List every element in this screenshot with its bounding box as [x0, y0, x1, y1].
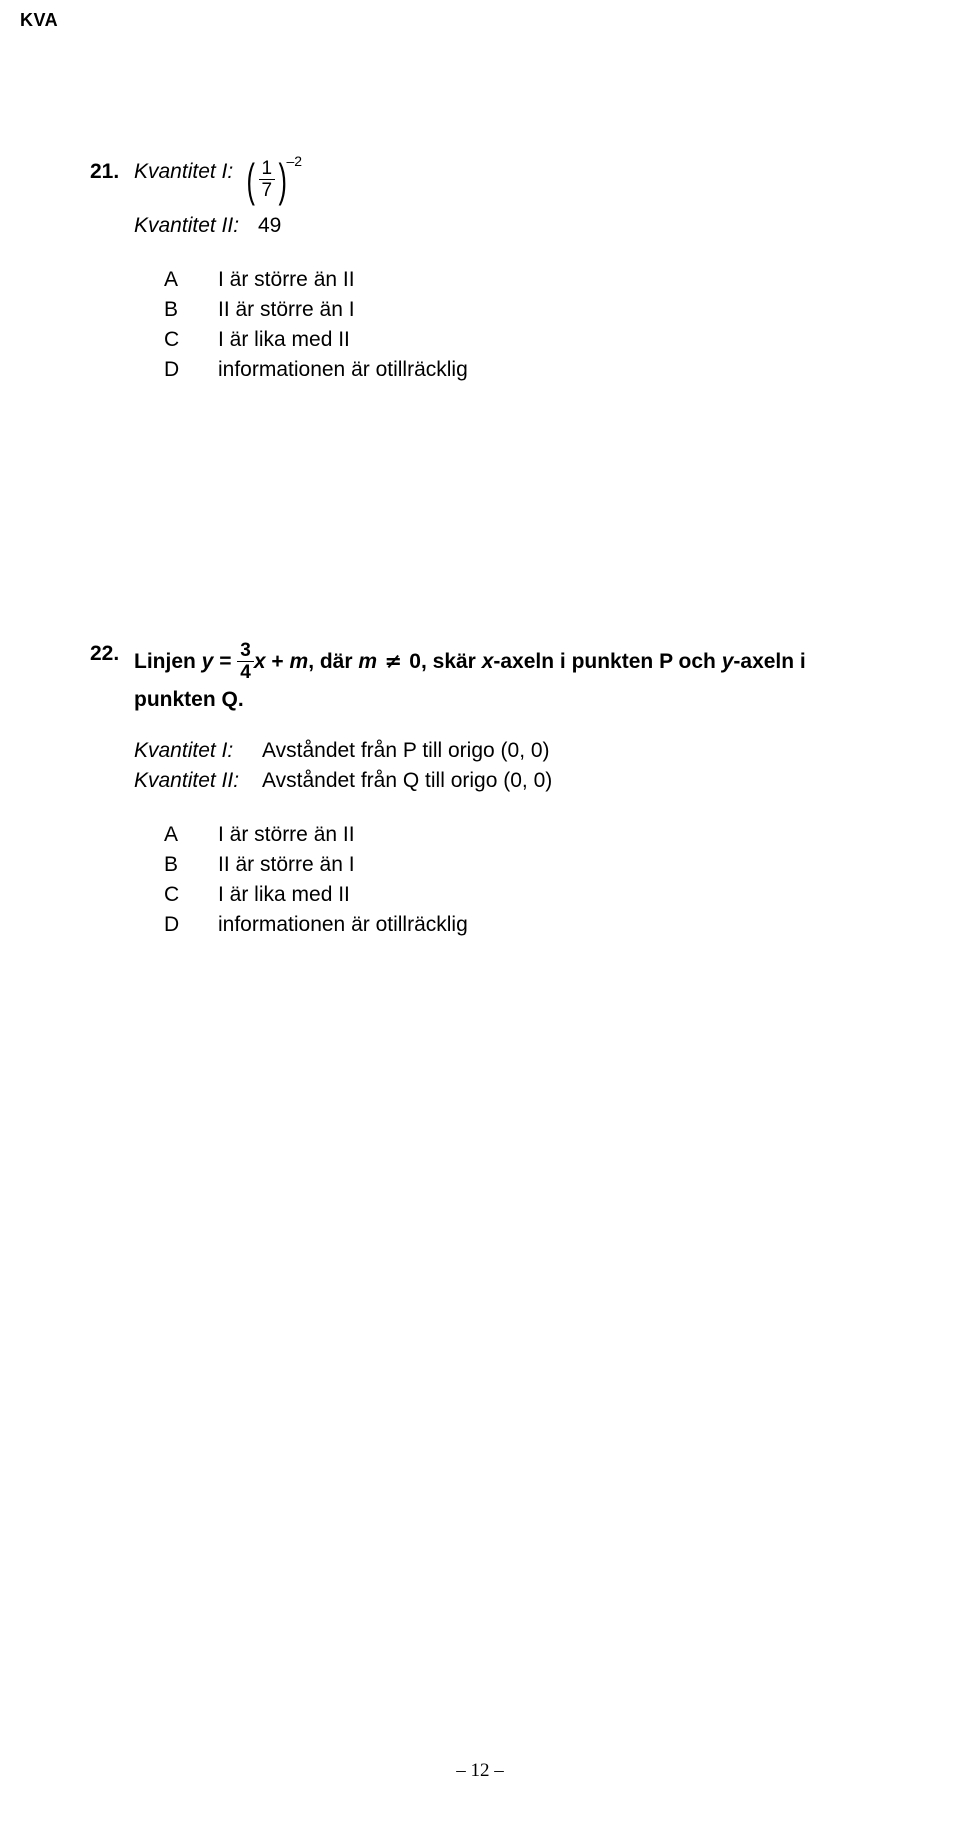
q22-kv2-text: Avståndet från Q till origo (0, 0) [262, 769, 552, 793]
q21-exponent: –2 [286, 153, 302, 169]
stem-neq: ≠ [377, 649, 409, 673]
q22-fraction: 34 [237, 641, 254, 682]
page-number: – 12 – [0, 1760, 960, 1782]
question-22: 22. Linjen y = 34x + m, där m ≠ 0, skär … [90, 642, 870, 937]
q22-kv1-label: Kvantitet I: [134, 739, 262, 763]
stem-var-m2: m [358, 650, 377, 673]
question-21: 21. Kvantitet I: ( 1 7 ) –2 Kvantitet II… [90, 160, 870, 382]
q21-frac-den: 7 [259, 180, 276, 200]
stem-text: , där [308, 650, 358, 673]
option-text: I är större än II [218, 268, 355, 292]
q22-option-c: C I är lika med II [164, 883, 870, 907]
q22-option-b: B II är större än I [164, 853, 870, 877]
stem-line2: punkten Q. [134, 688, 244, 711]
q21-kv1-value: ( 1 7 ) –2 [243, 160, 306, 202]
stem-eq: = [213, 650, 237, 673]
q21-number: 21. [90, 160, 134, 184]
q21-kv2-label: Kvantitet II: [134, 214, 239, 237]
q21-option-a: A I är större än II [164, 268, 870, 292]
option-letter: B [164, 853, 218, 877]
option-letter: A [164, 268, 218, 292]
q22-option-d: D informationen är otillräcklig [164, 913, 870, 937]
stem-text: Linjen [134, 650, 202, 673]
q22-frac-den: 4 [237, 662, 254, 682]
stem-text: -axeln i punkten P och [493, 650, 721, 673]
q21-paren-expression: ( 1 7 ) –2 [243, 160, 306, 201]
stem-var-x: x [254, 650, 266, 673]
option-letter: C [164, 328, 218, 352]
option-letter: A [164, 823, 218, 847]
q22-kvantiteter: Kvantitet I: Avståndet från P till origo… [134, 739, 870, 793]
stem-plus: + [266, 650, 290, 673]
q21-option-c: C I är lika med II [164, 328, 870, 352]
stem-var-m: m [290, 650, 309, 673]
q21-frac-num: 1 [259, 159, 276, 180]
stem-text: , skär [421, 650, 482, 673]
option-letter: D [164, 913, 218, 937]
q22-stem: Linjen y = 34x + m, där m ≠ 0, skär x-ax… [134, 642, 806, 717]
q21-fraction: 1 7 [259, 159, 276, 200]
q22-option-a: A I är större än II [164, 823, 870, 847]
stem-xaxis: x [482, 650, 494, 673]
stem-yaxis: y [722, 650, 734, 673]
q21-option-d: D informationen är otillräcklig [164, 358, 870, 382]
option-letter: D [164, 358, 218, 382]
option-text: I är lika med II [218, 883, 350, 907]
stem-text: -axeln i [733, 650, 805, 673]
option-text: informationen är otillräcklig [218, 913, 468, 937]
option-text: I är större än II [218, 823, 355, 847]
stem-zero: 0 [409, 650, 421, 673]
page-content: 21. Kvantitet I: ( 1 7 ) –2 Kvantitet II… [90, 160, 870, 1197]
option-text: I är lika med II [218, 328, 350, 352]
section-header: KVA [20, 10, 58, 31]
q22-kvantitet-2: Kvantitet II: Avståndet från Q till orig… [134, 769, 870, 793]
q21-options: A I är större än II B II är större än I … [164, 268, 870, 382]
left-paren: ( [247, 162, 255, 199]
q22-number: 22. [90, 642, 134, 666]
q22-kv1-text: Avståndet från P till origo (0, 0) [262, 739, 550, 763]
q21-option-b: B II är större än I [164, 298, 870, 322]
q21-kvantitet-2: Kvantitet II: 49 [134, 214, 870, 238]
option-text: informationen är otillräcklig [218, 358, 468, 382]
q22-kv2-label: Kvantitet II: [134, 769, 262, 793]
q21-kvantitet-1: 21. Kvantitet I: ( 1 7 ) –2 [90, 160, 870, 202]
q21-kv1-label: Kvantitet I: [134, 160, 233, 184]
stem-var-y: y [202, 650, 214, 673]
option-text: II är större än I [218, 298, 355, 322]
option-text: II är större än I [218, 853, 355, 877]
q22-kvantitet-1: Kvantitet I: Avståndet från P till origo… [134, 739, 870, 763]
q22-options: A I är större än II B II är större än I … [164, 823, 870, 937]
q21-kv2-value: 49 [258, 214, 281, 237]
q22-frac-num: 3 [237, 641, 254, 662]
q22-stem-row: 22. Linjen y = 34x + m, där m ≠ 0, skär … [90, 642, 870, 717]
option-letter: B [164, 298, 218, 322]
option-letter: C [164, 883, 218, 907]
